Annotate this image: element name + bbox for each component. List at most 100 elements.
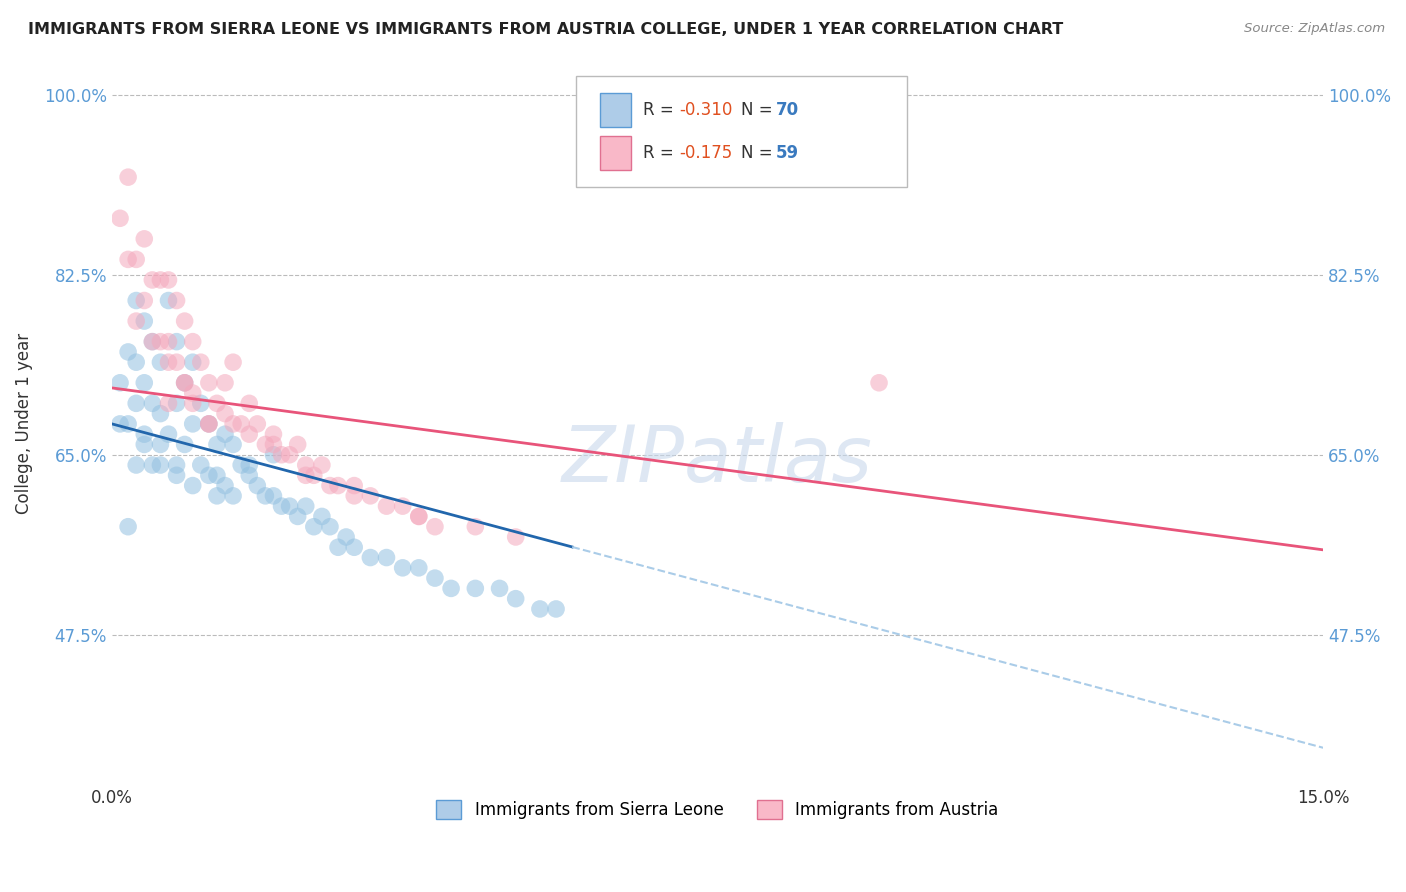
Point (326, 478, 349, 492)
Point (408, 509, 430, 524)
Point (108, 376, 131, 390)
Point (125, 355, 148, 369)
Point (254, 489, 277, 503)
Point (294, 499, 316, 513)
Point (294, 468, 316, 483)
Point (181, 334, 204, 349)
Point (125, 314, 148, 328)
Point (222, 355, 245, 369)
Point (294, 458, 316, 472)
Point (134, 314, 156, 328)
Point (278, 499, 301, 513)
Point (423, 519, 446, 533)
Point (464, 519, 486, 533)
Point (205, 468, 228, 483)
Point (141, 273, 163, 287)
Point (117, 170, 139, 185)
Point (464, 582, 486, 596)
Point (868, 376, 890, 390)
Point (198, 417, 221, 431)
Point (262, 427, 284, 442)
Legend: Immigrants from Sierra Leone, Immigrants from Austria: Immigrants from Sierra Leone, Immigrants… (430, 793, 1005, 826)
Text: 70: 70 (776, 101, 799, 120)
Point (311, 458, 333, 472)
Point (198, 468, 221, 483)
Point (134, 293, 156, 308)
Point (238, 396, 260, 410)
Text: R =: R = (643, 101, 679, 120)
Point (173, 376, 195, 390)
Point (262, 489, 284, 503)
Point (343, 489, 366, 503)
Point (343, 478, 366, 492)
Point (335, 530, 357, 544)
Point (231, 417, 253, 431)
Point (190, 458, 212, 472)
Point (117, 252, 139, 267)
Point (141, 458, 163, 472)
Point (125, 293, 148, 308)
Point (134, 232, 156, 246)
Point (222, 489, 245, 503)
Point (375, 499, 398, 513)
Text: -0.175: -0.175 (679, 145, 733, 162)
Point (246, 478, 269, 492)
Point (544, 602, 567, 616)
Point (287, 437, 309, 451)
Text: ZIPatlas: ZIPatlas (562, 422, 873, 498)
Text: -0.310: -0.310 (679, 101, 733, 120)
Point (214, 427, 236, 442)
Point (181, 417, 204, 431)
Point (108, 211, 131, 226)
Point (117, 345, 139, 359)
Point (149, 407, 172, 421)
Point (205, 489, 228, 503)
Point (198, 417, 221, 431)
Point (375, 550, 398, 565)
Text: N =: N = (741, 101, 778, 120)
Point (166, 334, 188, 349)
Point (157, 355, 180, 369)
Point (326, 541, 349, 555)
Point (166, 293, 188, 308)
Point (166, 458, 188, 472)
Point (141, 334, 163, 349)
Point (278, 448, 301, 462)
Point (173, 376, 195, 390)
Point (270, 448, 292, 462)
Point (125, 458, 148, 472)
Point (181, 386, 204, 401)
Point (149, 355, 172, 369)
Point (319, 519, 342, 533)
Point (125, 396, 148, 410)
Point (238, 458, 260, 472)
Point (198, 417, 221, 431)
Text: Source: ZipAtlas.com: Source: ZipAtlas.com (1244, 22, 1385, 36)
Point (440, 582, 463, 596)
Point (166, 355, 188, 369)
Point (423, 571, 446, 585)
Point (214, 478, 236, 492)
Point (117, 417, 139, 431)
Point (181, 396, 204, 410)
Point (134, 376, 156, 390)
Point (254, 437, 277, 451)
Point (108, 417, 131, 431)
Point (505, 530, 527, 544)
Point (391, 499, 413, 513)
Point (222, 437, 245, 451)
Point (166, 396, 188, 410)
Point (134, 427, 156, 442)
Point (117, 519, 139, 533)
Point (141, 334, 163, 349)
Point (408, 509, 430, 524)
Point (149, 458, 172, 472)
Point (157, 334, 180, 349)
Point (205, 396, 228, 410)
Point (262, 437, 284, 451)
Point (488, 582, 510, 596)
Point (157, 293, 180, 308)
Point (149, 334, 172, 349)
Point (157, 273, 180, 287)
Point (302, 468, 325, 483)
